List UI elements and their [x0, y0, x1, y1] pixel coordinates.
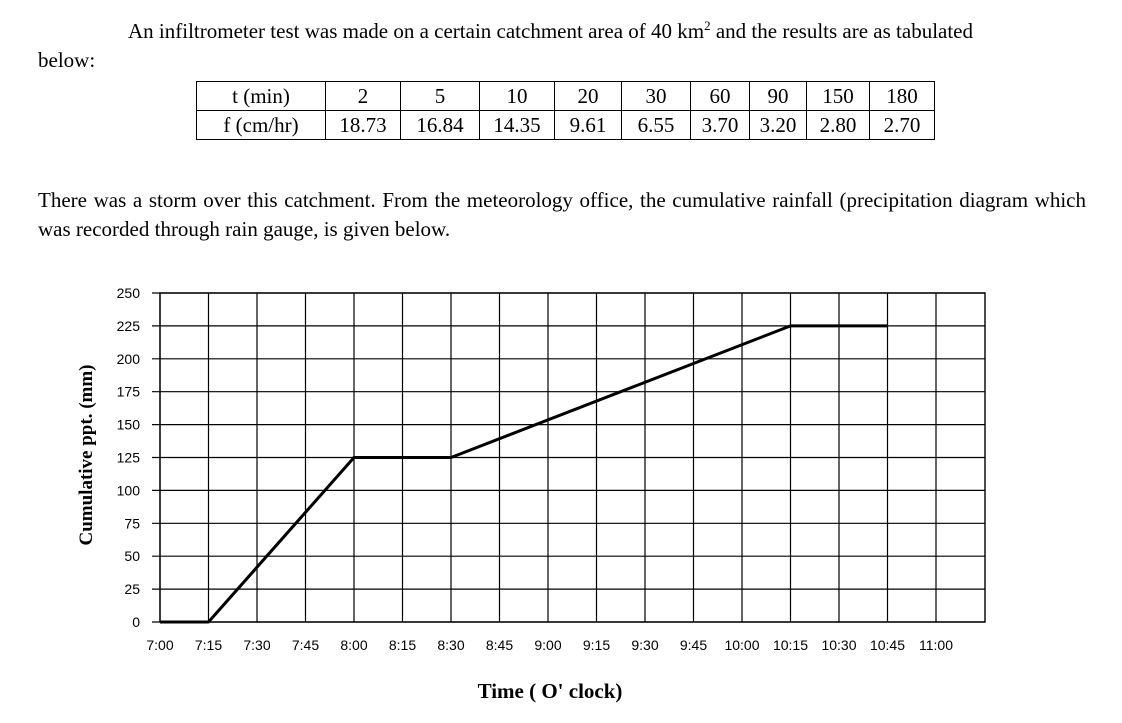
x-tick-label: 8:30 — [437, 637, 464, 653]
y-axis-label: Cumulative ppt. (mm) — [76, 364, 97, 545]
table-header-f: f (cm/hr) — [196, 110, 326, 140]
x-tick-label: 8:15 — [389, 637, 416, 653]
x-tick-label: 11:00 — [919, 637, 953, 653]
chart-grid — [152, 292, 986, 623]
table-cell: 9.61 — [554, 110, 622, 140]
rainfall-series-line — [160, 324, 888, 624]
x-tick-label: 10:30 — [821, 637, 856, 653]
chart-series — [160, 324, 888, 624]
x-tick-label: 7:15 — [195, 637, 222, 653]
x-tick-labels: 7:00 7:15 7:30 7:45 8:00 8:15 8:30 8:45 9:00 9:15… — [146, 637, 953, 653]
y-tick-label: 25 — [124, 581, 140, 597]
table-cell: 14.35 — [479, 110, 555, 140]
x-tick-label: 10:45 — [870, 637, 905, 653]
table-cell: 150 — [806, 81, 870, 111]
y-tick-label: 125 — [117, 450, 141, 466]
x-tick-label: 9:00 — [534, 637, 561, 653]
y-tick-label: 225 — [117, 318, 141, 334]
storm-paragraph: There was a storm over this catchment. F… — [38, 188, 1086, 241]
x-tick-label: 7:00 — [146, 637, 173, 653]
x-axis-label: Time ( O' clock) — [478, 679, 623, 703]
table-cell: 2.70 — [869, 110, 935, 140]
plot-frame — [159, 292, 986, 623]
x-tick-label: 7:45 — [292, 637, 319, 653]
table-cell: 16.84 — [400, 110, 480, 140]
y-tick-label: 100 — [117, 482, 141, 498]
x-tick-label: 10:15 — [773, 637, 808, 653]
table-cell: 2.80 — [806, 110, 870, 140]
y-tick-label: 175 — [117, 384, 141, 400]
table-cell: 18.73 — [325, 110, 401, 140]
infiltration-table: t (min) 2 5 10 20 30 60 90 150 180 f (cm… — [196, 81, 935, 140]
y-tick-labels: 0 25 50 75 100 125 150 175 200 225 250 — [117, 285, 141, 630]
y-tick-label: 75 — [124, 515, 140, 531]
table-cell: 6.55 — [621, 110, 691, 140]
y-tick-label: 250 — [117, 285, 141, 301]
table-cell: 10 — [479, 81, 555, 111]
table-row: f (cm/hr) 18.73 16.84 14.35 9.61 6.55 3.… — [196, 110, 935, 140]
y-tick-label: 50 — [124, 548, 140, 564]
x-tick-label: 7:30 — [243, 637, 270, 653]
x-tick-label: 9:30 — [631, 637, 658, 653]
table-cell: 20 — [554, 81, 622, 111]
y-tick-label: 150 — [117, 417, 141, 433]
intro-line-1: An infiltrometer test was made on a cert… — [128, 18, 974, 43]
x-tick-label: 8:45 — [486, 637, 513, 653]
table-row: t (min) 2 5 10 20 30 60 90 150 180 — [196, 81, 935, 111]
table-cell: 3.70 — [690, 110, 750, 140]
x-tick-label: 9:45 — [680, 637, 707, 653]
y-tick-label: 200 — [117, 351, 141, 367]
y-tick-label: 0 — [132, 614, 140, 630]
x-tick-label: 8:00 — [340, 637, 367, 653]
x-tick-label: 10:00 — [724, 637, 759, 653]
intro-line-2: below: — [38, 48, 96, 72]
x-tick-label: 9:15 — [583, 637, 610, 653]
